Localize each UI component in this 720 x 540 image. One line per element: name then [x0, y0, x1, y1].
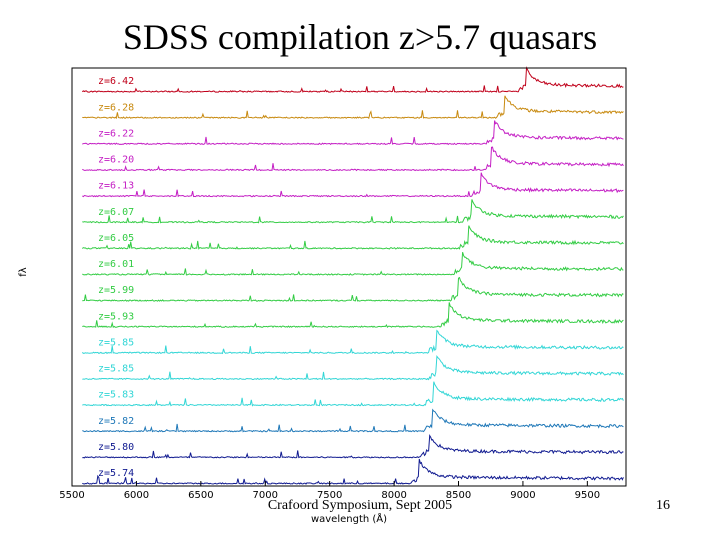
redshift-label: z=6.13: [98, 181, 134, 192]
spectrum-line: [82, 172, 624, 198]
redshift-label: z=5.74: [98, 468, 134, 479]
x-tick-label-4: 7500: [317, 490, 342, 501]
redshift-label: z=6.28: [98, 102, 134, 113]
spectrum-line: [82, 199, 624, 224]
spectrum-line: [82, 355, 624, 381]
x-tick-label-5: 8000: [381, 490, 406, 501]
spectrum-line: [81, 329, 624, 355]
redshift-label: z=5.83: [98, 390, 134, 401]
redshift-label: z=5.85: [98, 337, 134, 348]
x-tick-label-2: 6500: [188, 490, 213, 501]
spectrum-line: [82, 120, 624, 146]
redshift-label: z=6.22: [98, 128, 134, 139]
x-tick-label-0: 5500: [59, 490, 84, 501]
x-axis: 5500 6000 6500 7000 7500 8000 8500 9000 9500: [59, 481, 600, 501]
x-tick-label-7: 9000: [510, 490, 535, 501]
redshift-label: z=6.07: [98, 207, 134, 218]
spectrum-line: [82, 302, 624, 329]
spectrum-line: [82, 95, 624, 120]
spectrum-line: [81, 66, 624, 93]
redshift-label: z=6.05: [98, 233, 134, 244]
y-axis-label: fλ: [18, 267, 29, 277]
spectrum-line: [82, 408, 624, 433]
spectrum-line: [82, 276, 624, 302]
x-tick-label-1: 6000: [124, 490, 149, 501]
spectrum-line: [82, 146, 624, 172]
spectra-group: z=6.42 z=6.28 z=6.22 z=6.20 z=6.13 z=6.07 z=6.…: [81, 66, 624, 485]
footer-text: Crafoord Symposium, Sept 2005: [267, 498, 453, 513]
spectrum-line: [82, 434, 624, 459]
x-axis-label: wavelength (Å): [311, 512, 387, 525]
redshift-label: z=5.85: [98, 364, 134, 375]
redshift-label: z=5.93: [98, 311, 134, 322]
spectrum-line: [81, 225, 624, 250]
spectrum-line: [82, 381, 624, 407]
redshift-label: z=6.42: [98, 76, 134, 87]
redshift-label: z=6.20: [98, 155, 134, 166]
redshift-label: z=5.80: [98, 442, 134, 453]
x-tick-label-6: 8500: [446, 490, 471, 501]
x-tick-label-3: 7000: [253, 490, 278, 501]
redshift-label: z=6.01: [98, 259, 134, 270]
page-number: 16: [656, 498, 670, 513]
spectrum-line: [82, 252, 624, 276]
plot-frame: [71, 67, 627, 487]
redshift-label: z=5.99: [98, 285, 134, 296]
spectrum-line: [82, 458, 624, 485]
redshift-label: z=5.82: [98, 416, 134, 427]
x-tick-label-8: 9500: [575, 490, 600, 501]
slide-title: SDSS compilation z>5.7 quasars: [122, 17, 598, 57]
